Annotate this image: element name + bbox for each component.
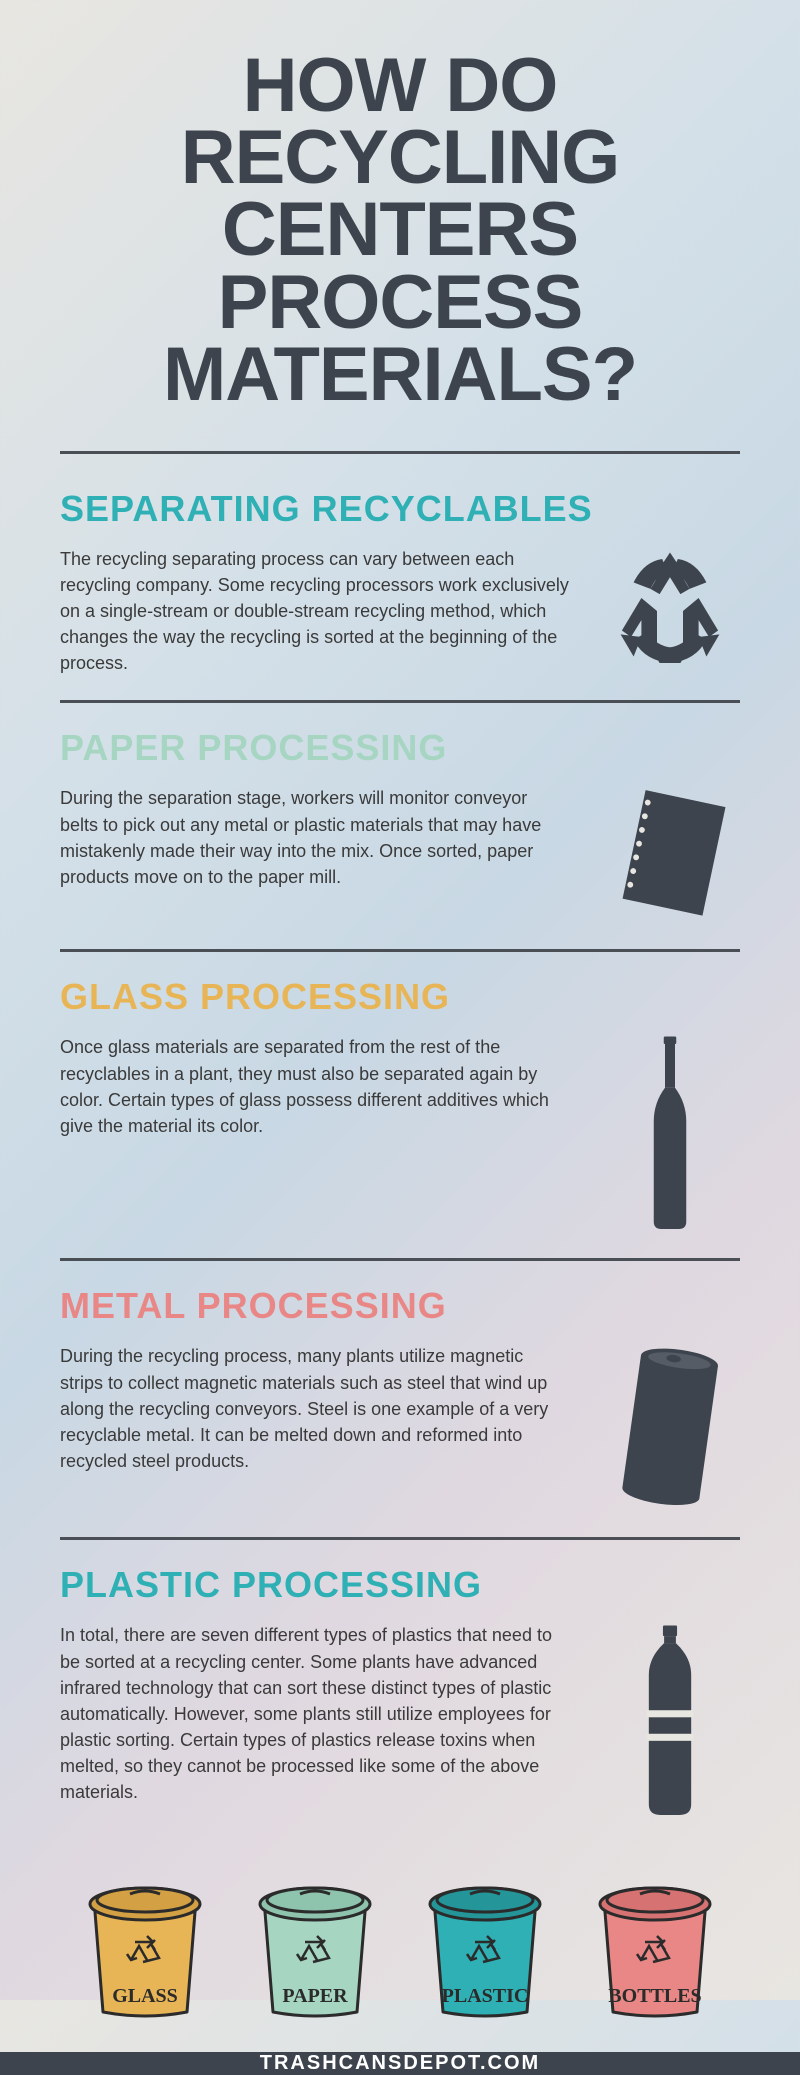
section: PAPER PROCESSING During the separation s… <box>60 727 740 952</box>
recycling-bin: PLASTIC <box>415 1862 555 2022</box>
recycling-bin: PAPER <box>245 1862 385 2022</box>
section-heading: METAL PROCESSING <box>60 1285 740 1327</box>
section-divider <box>60 949 740 952</box>
section-text: Once glass materials are separated from … <box>60 1034 570 1138</box>
section-heading: SEPARATING RECYCLABLES <box>60 488 740 530</box>
can-icon <box>600 1343 740 1513</box>
section-heading: GLASS PROCESSING <box>60 976 740 1018</box>
svg-text:PAPER: PAPER <box>282 1985 348 2007</box>
title-divider <box>60 451 740 454</box>
svg-text:BOTTLES: BOTTLES <box>608 1985 701 2007</box>
section: METAL PROCESSING During the recycling pr… <box>60 1285 740 1540</box>
svg-text:PLASTIC: PLASTIC <box>442 1985 529 2007</box>
recycling-bin: GLASS <box>75 1862 215 2022</box>
section-text: During the recycling process, many plant… <box>60 1343 570 1473</box>
section-divider <box>60 1537 740 1540</box>
svg-text:GLASS: GLASS <box>112 1985 178 2007</box>
section-divider <box>60 700 740 703</box>
section-text: During the separation stage, workers wil… <box>60 785 570 889</box>
bins-row: GLASS PAPER PLASTIC <box>60 1862 740 2022</box>
section: SEPARATING RECYCLABLES The recycling sep… <box>60 488 740 703</box>
bottle-glass-icon <box>600 1034 740 1234</box>
footer-bar: TRASHCANSDEPOT.COM <box>0 2052 800 2075</box>
section-heading: PAPER PROCESSING <box>60 727 740 769</box>
recycling-bin: BOTTLES <box>585 1862 725 2022</box>
section-heading: PLASTIC PROCESSING <box>60 1564 740 1606</box>
section-text: In total, there are seven different type… <box>60 1622 570 1805</box>
recycle-icon <box>600 546 740 676</box>
section: GLASS PROCESSING Once glass materials ar… <box>60 976 740 1261</box>
paper-icon <box>600 785 740 925</box>
footer-text: TRASHCANSDEPOT.COM <box>260 2052 540 2075</box>
bottle-plastic-icon <box>600 1622 740 1822</box>
page-title: HOW DO RECYCLING CENTERS PROCESS MATERIA… <box>60 50 740 411</box>
section-divider <box>60 1258 740 1261</box>
section-text: The recycling separating process can var… <box>60 546 570 676</box>
section: PLASTIC PROCESSING In total, there are s… <box>60 1564 740 1822</box>
